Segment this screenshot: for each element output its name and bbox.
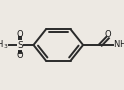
Text: NH$_2$: NH$_2$	[113, 39, 124, 51]
Text: O: O	[16, 30, 23, 39]
Text: CH$_3$: CH$_3$	[0, 39, 8, 51]
Text: O: O	[16, 51, 23, 60]
Text: S: S	[17, 40, 23, 50]
Text: O: O	[105, 30, 111, 39]
